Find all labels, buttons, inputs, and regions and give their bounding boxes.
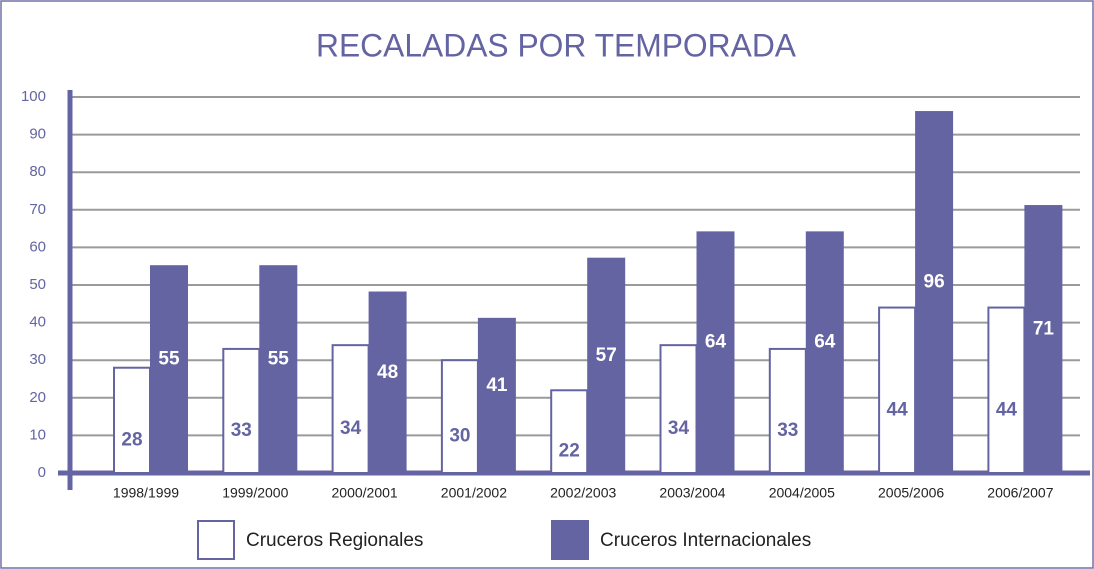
legend-swatch [197, 520, 235, 560]
x-tick-label: 2000/2001 [332, 485, 398, 501]
data-label: 55 [158, 349, 180, 370]
x-tick-label: 2004/2005 [769, 485, 835, 501]
bar [477, 317, 516, 474]
y-tick-label: 60 [29, 238, 46, 255]
data-label: 33 [231, 420, 252, 441]
y-tick-label: 20 [29, 389, 46, 406]
bar [987, 306, 1026, 474]
legend-label: Cruceros Regionales [246, 530, 423, 551]
bar [368, 291, 407, 474]
y-tick-label: 70 [29, 201, 46, 218]
data-label: 44 [887, 399, 909, 420]
bar [1024, 205, 1063, 474]
legend-swatch [551, 520, 589, 560]
bar [805, 231, 844, 474]
y-tick-label: 30 [29, 351, 46, 368]
bar [222, 347, 261, 475]
x-tick-label: 2001/2002 [441, 485, 507, 501]
x-tick-label: 1999/2000 [222, 485, 288, 501]
data-label: 22 [559, 441, 580, 462]
y-tick-label: 100 [21, 88, 46, 105]
data-label: 30 [449, 426, 470, 447]
data-label: 57 [596, 345, 617, 366]
bar [259, 265, 298, 475]
data-label: 55 [268, 349, 290, 370]
y-tick-label: 40 [29, 314, 46, 331]
bar [587, 257, 626, 474]
bar [878, 306, 917, 474]
y-tick-label: 80 [29, 163, 46, 180]
bar [331, 344, 370, 474]
x-tick-label: 2005/2006 [878, 485, 944, 501]
x-tick-label: 2002/2003 [550, 485, 616, 501]
bar [550, 389, 589, 474]
data-label: 34 [668, 418, 690, 439]
y-tick-label: 10 [29, 426, 46, 443]
bar [696, 231, 735, 474]
bar [915, 111, 954, 474]
data-label: 34 [340, 418, 362, 439]
bar [659, 344, 698, 474]
y-tick-label: 90 [29, 126, 46, 143]
data-label: 48 [377, 362, 398, 383]
y-tick-label: 0 [38, 464, 46, 481]
chart-title: RECALADAS POR TEMPORADA [316, 27, 797, 63]
legend-label: Cruceros Internacionales [600, 530, 811, 551]
data-label: 28 [121, 429, 142, 450]
bar [113, 366, 151, 474]
x-tick-label: 2003/2004 [659, 485, 725, 501]
y-tick-label: 50 [29, 276, 46, 293]
x-tick-label: 1998/1999 [113, 485, 179, 501]
data-label: 64 [814, 332, 836, 353]
bar [150, 265, 188, 475]
data-label: 44 [996, 399, 1018, 420]
data-label: 96 [924, 272, 945, 293]
bar [440, 359, 479, 475]
data-label: 33 [777, 420, 798, 441]
x-tick-label: 2006/2007 [987, 485, 1053, 501]
bar [768, 347, 807, 475]
data-label: 64 [705, 332, 727, 353]
data-label: 71 [1033, 319, 1055, 340]
data-label: 41 [486, 375, 508, 396]
